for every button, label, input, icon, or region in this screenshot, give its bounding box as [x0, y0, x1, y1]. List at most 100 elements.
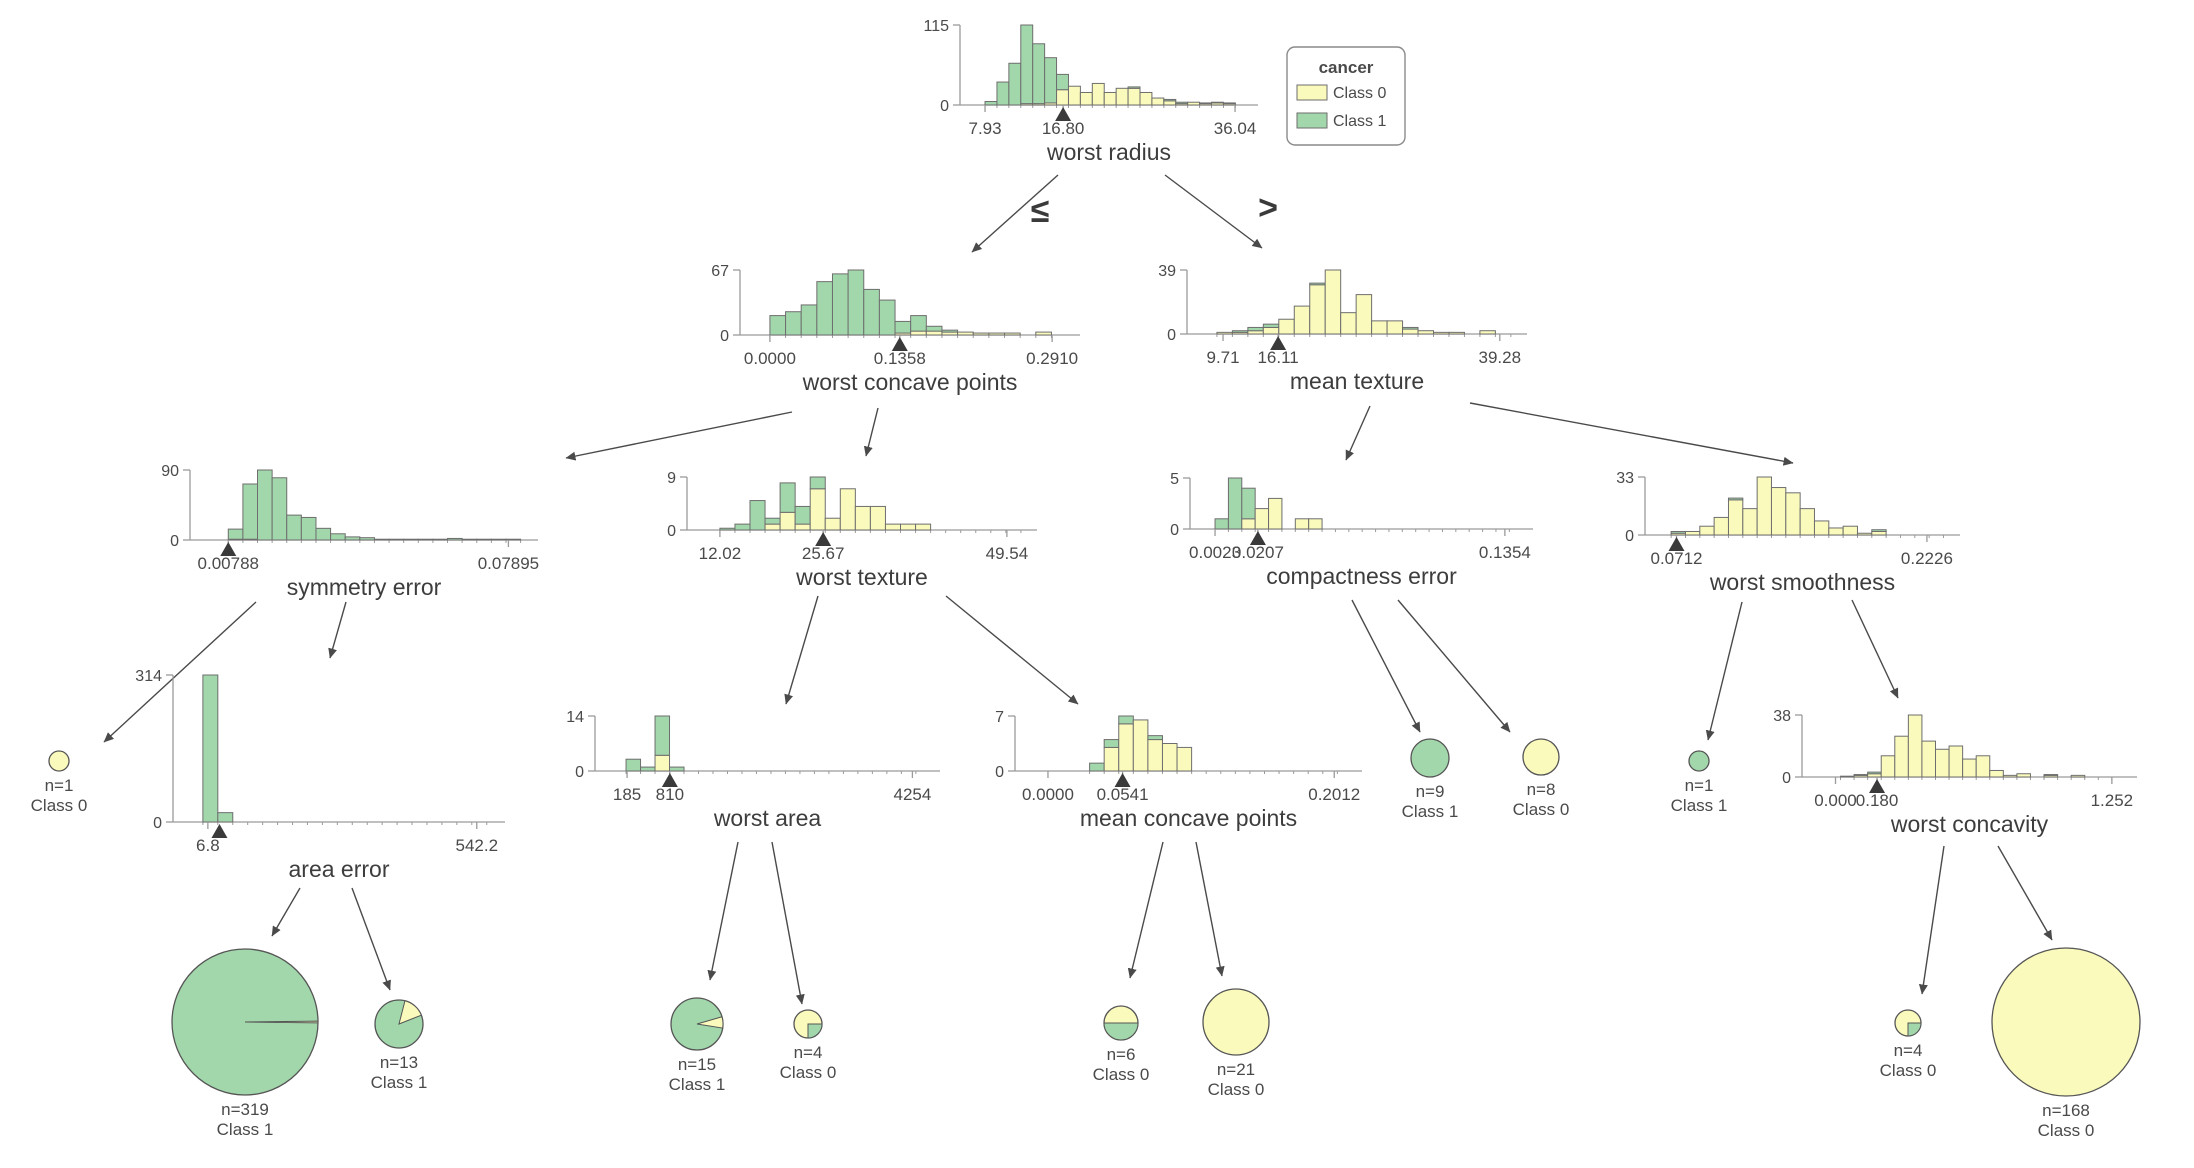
edge-mean_concave_points-to-leaf_j — [1195, 841, 1225, 977]
leaf-class-label: Class 1 — [1402, 802, 1459, 821]
node-title: area error — [289, 856, 390, 882]
hist-bar-class0 — [1921, 740, 1936, 778]
hist-bar-class0 — [1115, 87, 1129, 106]
y-max-label: 314 — [135, 668, 162, 685]
hist-bar-class0 — [764, 523, 781, 531]
hist-bar-class0 — [1293, 305, 1311, 335]
hist-bar-class0 — [1187, 101, 1201, 106]
hist-bar-class0 — [1163, 100, 1177, 106]
node-title: worst concave points — [802, 369, 1018, 395]
hist-bar-class1 — [984, 101, 998, 106]
hist-bar-class1 — [373, 538, 390, 541]
hist-bar-class0 — [1268, 497, 1283, 530]
y-zero-label: 0 — [1782, 770, 1791, 787]
legend: cancer Class 0 Class 1 — [1286, 46, 1406, 146]
x-tick-label: 0.0000 — [744, 349, 796, 368]
hist-bar-class0 — [1241, 518, 1256, 530]
split-marker-icon — [1114, 773, 1131, 787]
leaf-class-label: Class 0 — [2038, 1121, 2095, 1140]
edge-mean_concave_points-to-leaf_i — [1127, 841, 1164, 979]
x-tick-label: 6.8 — [196, 836, 220, 855]
hist-bar-class0 — [1386, 320, 1404, 335]
hist-bar-class1 — [1163, 98, 1177, 102]
hist-bar-class0 — [1056, 89, 1069, 106]
edge-worst_radius-to-worst_concave_points — [971, 174, 1059, 253]
node-worst_smoothness: 33 0 0.0712 0.2226 worst smoothness — [1616, 470, 1960, 595]
hist-bar-class0 — [1785, 492, 1801, 536]
split-marker-icon — [1668, 537, 1685, 551]
hist-bar-class1 — [359, 537, 375, 541]
node-worst_concave_points: 67 0 0.0000 0.1358 0.2910 worst concave point… — [711, 263, 1080, 395]
hist-bar-class0 — [1828, 527, 1844, 536]
hist-bar-class1 — [1241, 487, 1256, 520]
x-tick-label: 0.0712 — [1651, 549, 1703, 568]
y-max-label: 7 — [995, 709, 1004, 726]
hist-bar-class1 — [1032, 43, 1046, 105]
edge-worst_smoothness-to-leaf_d — [1705, 601, 1743, 741]
hist-bar-class1 — [1008, 62, 1022, 106]
leaf-n-label: n=6 — [1107, 1045, 1136, 1064]
hist-bar-class0 — [2016, 773, 2031, 778]
hist-bar-class0 — [794, 523, 811, 531]
hist-bar-class1 — [785, 311, 802, 336]
y-max-label: 67 — [711, 263, 729, 280]
x-tick-label: 4254 — [893, 785, 931, 804]
x-tick-label: 0.0541 — [1097, 785, 1149, 804]
edge-worst_area-to-leaf_g — [707, 841, 739, 981]
hist-bar-class0 — [1067, 85, 1081, 106]
hist-bar-class0 — [1262, 326, 1280, 335]
y-zero-label: 0 — [1625, 528, 1634, 545]
hist-bar-class0 — [1989, 769, 2004, 778]
edge-symmetry_error-to-area_error — [328, 601, 347, 659]
hist-bar-class1 — [403, 538, 419, 541]
hist-bar-class1 — [388, 538, 405, 541]
x-tick-label: 7.93 — [968, 119, 1001, 138]
hist-bar-class0 — [1684, 530, 1701, 536]
y-zero-label: 0 — [720, 328, 729, 345]
node-title: symmetry error — [287, 574, 442, 600]
hist-bar-class1 — [1402, 326, 1419, 330]
leaf-pie-wedge — [398, 1000, 422, 1025]
hist-bar-class0 — [1770, 487, 1787, 536]
hist-bar-class0 — [1975, 755, 1991, 778]
hist-bar-class0 — [988, 332, 1006, 336]
hist-bar-class1 — [1199, 102, 1213, 105]
hist-bar-class1 — [2043, 774, 2059, 776]
leaf-class-label: Class 0 — [31, 796, 88, 815]
tree-edges — [103, 174, 2053, 1005]
hist-bar-class0 — [1004, 332, 1021, 336]
leaf-n-label: n=4 — [794, 1043, 823, 1062]
x-tick-label: 185 — [613, 785, 641, 804]
hist-bar-class1 — [1056, 73, 1069, 91]
node-title: worst texture — [795, 564, 928, 590]
hist-bar-class0 — [1962, 758, 1977, 778]
edge-worst_concave_points-to-worst_texture — [863, 407, 879, 457]
split-marker-icon — [220, 542, 237, 556]
hist-bar-class0 — [1308, 518, 1323, 530]
hist-bar-class1 — [271, 477, 288, 541]
x-tick-label: 49.54 — [986, 544, 1029, 563]
leaf-pie — [1202, 988, 1270, 1056]
split-marker-icon — [1270, 336, 1287, 350]
hist-bar-class0 — [1139, 91, 1153, 106]
hist-bar-class1 — [286, 514, 302, 541]
hist-bar-class0 — [1713, 516, 1729, 536]
legend-label-class0: Class 0 — [1333, 85, 1386, 102]
hist-bar-class1 — [1867, 771, 1882, 775]
edge-symmetry_error-to-leaf_a — [103, 601, 257, 743]
edge-operator-label-0: ≤ — [1031, 192, 1050, 230]
leaf-pie-wedge — [1103, 1022, 1139, 1041]
x-tick-label: 0.0207 — [1232, 543, 1284, 562]
x-tick-label: 0.07895 — [478, 554, 539, 573]
hist-bar-class1 — [1670, 530, 1686, 534]
node-title: compactness error — [1266, 563, 1457, 589]
legend-swatch-class0 — [1296, 84, 1328, 101]
hist-bar-class1 — [816, 281, 833, 336]
hist-bar-class1 — [1103, 739, 1120, 748]
hist-bar-class1 — [831, 273, 849, 336]
leaf-class-label: Class 1 — [1671, 796, 1728, 815]
split-marker-icon — [815, 532, 832, 546]
node-mean_texture: 39 0 9.71 16.11 39.28 mean texture — [1158, 263, 1527, 394]
